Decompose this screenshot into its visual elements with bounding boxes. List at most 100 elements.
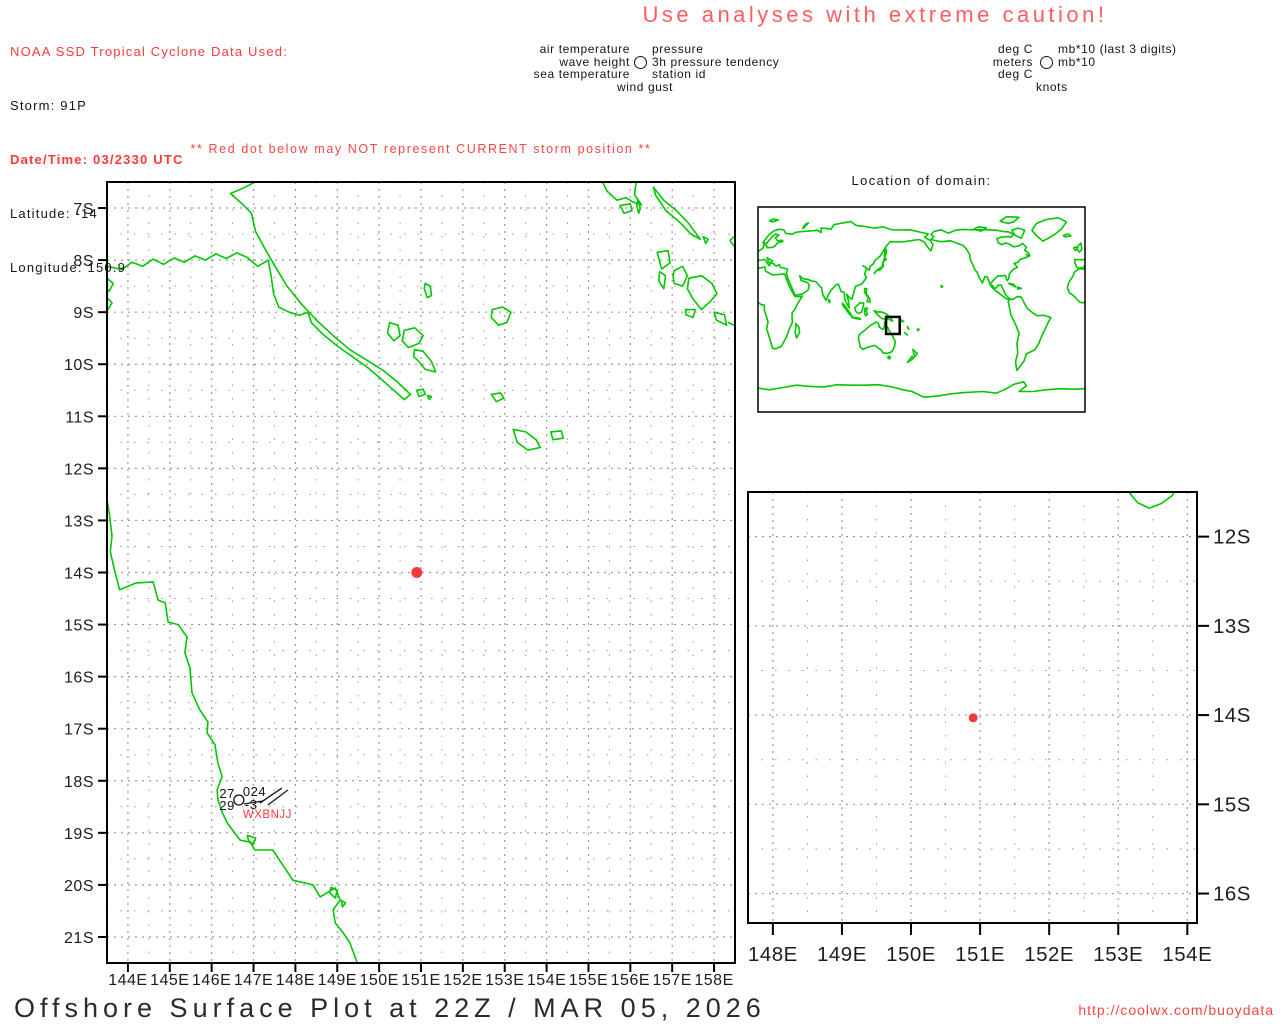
datetime-line: Date/Time: 03/2330 UTC (10, 152, 184, 167)
y-tick-label: 15S (64, 618, 94, 635)
coastline-bougainville (601, 182, 643, 206)
coastline-sri_lanka (827, 298, 832, 304)
legend-sea-temperature: sea temperature (533, 67, 630, 81)
coastline-russell_tail (727, 321, 735, 327)
x-tick-label: 151E (401, 972, 440, 989)
coastline-madagascar (794, 322, 801, 339)
coastline-rendova (713, 311, 728, 327)
coastline-vella (656, 249, 671, 270)
coastline-nz_north (912, 348, 919, 358)
coastline-tagula_s (1127, 492, 1176, 509)
coastline-choiseul (652, 186, 702, 241)
coastline-nz_south (906, 355, 915, 364)
storm-id-line: Storm: 91P (10, 98, 88, 113)
y-tick-label: 12S (1213, 526, 1251, 549)
coastline-victoria_island (972, 226, 988, 232)
coastline-sakhalin (883, 247, 888, 258)
legend-unit-tendency: mb*10 (1058, 54, 1096, 69)
coastline-philippines (863, 287, 872, 303)
x-tick-label: 156E (611, 972, 650, 989)
coastline-eurasia (758, 220, 934, 309)
coastline-eastcape_i2 (426, 394, 433, 401)
y-tick-label: 20S (64, 878, 94, 895)
coastline-uk (1076, 242, 1083, 253)
wind-gust-barb (267, 789, 289, 806)
y-tick-label: 16S (64, 670, 94, 687)
coastline-ellesmere (999, 215, 1020, 225)
y-tick-label: 10S (64, 357, 94, 374)
coastline-kiriwina (423, 282, 433, 299)
x-tick-label: 153E (1093, 943, 1143, 966)
y-tick-label: 13S (64, 513, 94, 530)
y-tick-label: 12S (64, 461, 94, 478)
coastline-cuba (1007, 282, 1017, 288)
coastline-vangunu (684, 308, 697, 319)
y-tick-label: 19S (64, 826, 94, 843)
storm-position-dot (968, 713, 978, 723)
coastline-kolombangara (672, 265, 689, 287)
coastline-australia (857, 320, 897, 355)
coastline-africa_nw (1066, 267, 1085, 304)
x-tick-label: 155E (569, 972, 608, 989)
coastline-shortland (619, 203, 633, 214)
coastline-eastcape_i1 (415, 388, 427, 398)
y-tick-label: 14S (64, 566, 94, 583)
legend-wave-height: wave height (559, 54, 630, 69)
caution-headline: Use analyses with extreme caution! (642, 2, 1108, 27)
station-pressure: 024 (243, 784, 266, 799)
coastline-new_georgia (686, 274, 718, 311)
x-tick-label: 148E (748, 943, 798, 966)
storm-position-warning: ** Red dot below may NOT represent CURRE… (190, 142, 652, 156)
storm-position-dot (411, 567, 423, 578)
coastline-iberia (1073, 258, 1085, 270)
station-air-temp: 27 (219, 786, 234, 801)
coastline-whitsunday (328, 886, 339, 899)
coastline-fergusson (401, 326, 424, 349)
x-tick-label: 154E (1162, 943, 1212, 966)
coastline-whitsunday2 (340, 899, 347, 908)
domain-rectangle (884, 315, 901, 336)
x-tick-label: 149E (817, 943, 867, 966)
coastline-queensland (107, 498, 359, 963)
coastline-java (850, 316, 862, 321)
coastline-santa_isabel (729, 234, 735, 250)
coastline-woodlark (490, 306, 512, 327)
x-tick-label: 157E (653, 972, 692, 989)
longitude-line: Longitude: 150.9 (10, 260, 127, 275)
coastline-tasmania (887, 355, 892, 360)
coastline-fly_delta_1 (107, 277, 115, 293)
coastline-ireland (1072, 246, 1078, 252)
station-id: WXBNJJ (243, 809, 292, 821)
world-map-border (757, 206, 1086, 413)
legend-unit-sea: deg C (997, 67, 1033, 81)
x-tick-label: 147E (234, 972, 273, 989)
coastline-hispaniola (1016, 286, 1023, 291)
legend-unit-air: deg C (997, 42, 1033, 56)
wind-gust-barb (259, 787, 283, 804)
legend-pressure-tendency: 3h pressure tendency (652, 54, 780, 69)
y-tick-label: 7S (73, 201, 94, 218)
coastline-north_america (930, 228, 1031, 301)
y-tick-label: 11S (65, 409, 94, 426)
x-tick-label: 146E (192, 972, 231, 989)
coastline-misima (490, 392, 505, 403)
coastline-iceland (1062, 233, 1072, 238)
noaa-data-line: NOAA SSD Tropical Cyclone Data Used: (10, 44, 289, 59)
legend-unit-gust: knots (1036, 79, 1068, 94)
coastline-fauro (635, 199, 642, 214)
x-tick-label: 149E (318, 972, 357, 989)
x-tick-label: 151E (955, 943, 1005, 966)
x-tick-label: 152E (1024, 943, 1074, 966)
x-tick-label: 154E (527, 972, 566, 989)
coastline-tagula (512, 428, 542, 451)
inset-map-title: Location of domain: (851, 173, 992, 188)
y-tick-label: 15S (1213, 793, 1251, 816)
coastline-borneo (853, 301, 865, 315)
coastline-normanby (412, 348, 437, 373)
coastline-south_america (1007, 295, 1052, 372)
coastline-solomons (900, 318, 905, 323)
coastline-sumatra (841, 302, 853, 318)
